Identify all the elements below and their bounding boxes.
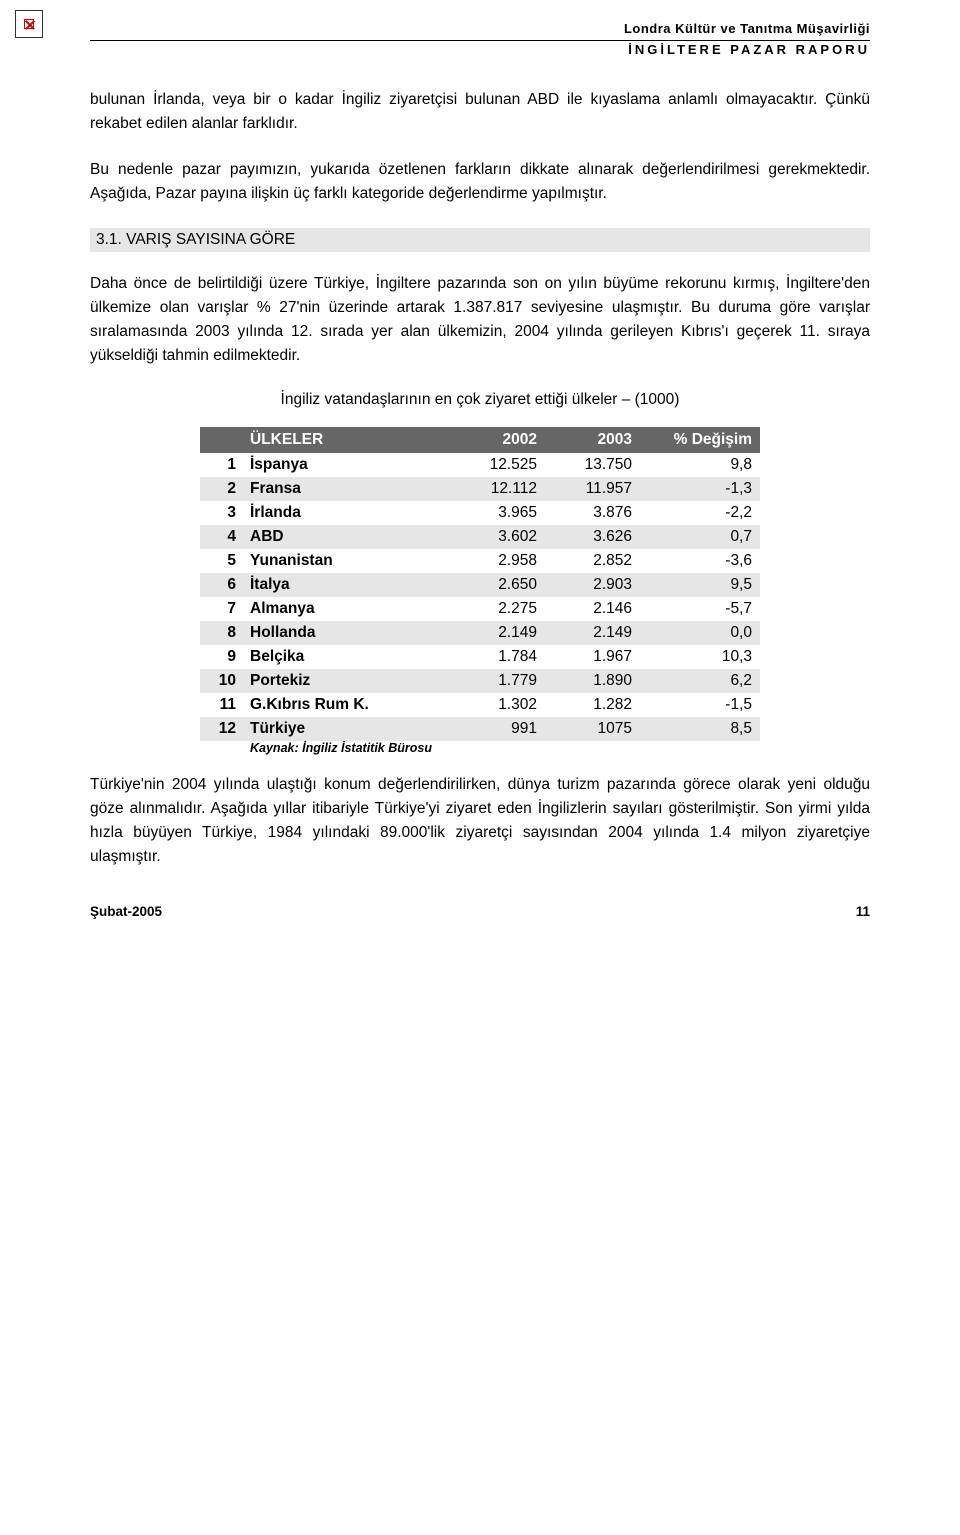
cell-country: ABD — [242, 525, 450, 549]
cell-country: Fransa — [242, 477, 450, 501]
cell-2003: 1075 — [545, 717, 640, 741]
cell-2002: 1.302 — [450, 693, 545, 717]
cell-rank: 3 — [200, 501, 242, 525]
table-row: 7Almanya2.2752.146-5,7 — [200, 597, 760, 621]
cell-rank: 10 — [200, 669, 242, 693]
paragraph-3: Daha önce de belirtildiği üzere Türkiye,… — [90, 272, 870, 368]
cell-2002: 3.602 — [450, 525, 545, 549]
cell-2002: 12.112 — [450, 477, 545, 501]
page-header: Londra Kültür ve Tanıtma Müşavirliği İNG… — [90, 20, 870, 63]
cell-country: Belçika — [242, 645, 450, 669]
paragraph-1: bulunan İrlanda, veya bir o kadar İngili… — [90, 88, 870, 136]
cell-rank: 7 — [200, 597, 242, 621]
cell-change: -1,3 — [640, 477, 760, 501]
table-header-country: ÜLKELER — [242, 427, 450, 453]
cell-rank: 5 — [200, 549, 242, 573]
table-row: 5Yunanistan2.9582.852-3,6 — [200, 549, 760, 573]
broken-image-placeholder — [15, 10, 43, 38]
countries-table: ÜLKELER 2002 2003 % Değişim 1İspanya12.5… — [200, 427, 760, 741]
page-footer: Şubat-2005 11 — [90, 904, 870, 919]
cell-rank: 12 — [200, 717, 242, 741]
cell-2002: 991 — [450, 717, 545, 741]
cell-2003: 1.282 — [545, 693, 640, 717]
cell-2002: 2.958 — [450, 549, 545, 573]
cell-rank: 9 — [200, 645, 242, 669]
cell-country: G.Kıbrıs Rum K. — [242, 693, 450, 717]
table-row: 3İrlanda3.9653.876-2,2 — [200, 501, 760, 525]
paragraph-4: Türkiye'nin 2004 yılında ulaştığı konum … — [90, 773, 870, 869]
cell-change: 6,2 — [640, 669, 760, 693]
cell-2002: 1.784 — [450, 645, 545, 669]
cell-2003: 11.957 — [545, 477, 640, 501]
cell-country: İspanya — [242, 453, 450, 477]
cell-change: -3,6 — [640, 549, 760, 573]
cell-change: 9,5 — [640, 573, 760, 597]
cell-2003: 2.146 — [545, 597, 640, 621]
table-body: 1İspanya12.52513.7509,82Fransa12.11211.9… — [200, 453, 760, 741]
cell-2002: 3.965 — [450, 501, 545, 525]
cell-country: Hollanda — [242, 621, 450, 645]
cell-2002: 2.650 — [450, 573, 545, 597]
footer-page: 11 — [856, 904, 870, 919]
cell-rank: 4 — [200, 525, 242, 549]
cell-2003: 2.903 — [545, 573, 640, 597]
cell-country: Türkiye — [242, 717, 450, 741]
table-row: 9Belçika1.7841.96710,3 — [200, 645, 760, 669]
cell-2002: 12.525 — [450, 453, 545, 477]
cell-rank: 1 — [200, 453, 242, 477]
section-heading: 3.1. VARIŞ SAYISINA GÖRE — [90, 228, 870, 252]
table-row: 1İspanya12.52513.7509,8 — [200, 453, 760, 477]
table-row: 12Türkiye99110758,5 — [200, 717, 760, 741]
cell-change: 0,0 — [640, 621, 760, 645]
table-row: 10Portekiz1.7791.8906,2 — [200, 669, 760, 693]
cell-country: Yunanistan — [242, 549, 450, 573]
cell-2003: 2.149 — [545, 621, 640, 645]
countries-table-wrap: ÜLKELER 2002 2003 % Değişim 1İspanya12.5… — [200, 427, 760, 755]
cell-country: İrlanda — [242, 501, 450, 525]
paragraph-2: Bu nedenle pazar payımızın, yukarıda öze… — [90, 158, 870, 206]
broken-image-icon — [24, 19, 34, 29]
table-row: 2Fransa12.11211.957-1,3 — [200, 477, 760, 501]
cell-2003: 3.626 — [545, 525, 640, 549]
table-header-2003: 2003 — [545, 427, 640, 453]
cell-2002: 2.275 — [450, 597, 545, 621]
footer-date: Şubat-2005 — [90, 904, 162, 919]
cell-change: 9,8 — [640, 453, 760, 477]
cell-2002: 1.779 — [450, 669, 545, 693]
cell-2003: 1.890 — [545, 669, 640, 693]
header-org: Londra Kültür ve Tanıtma Müşavirliği — [90, 20, 870, 38]
cell-rank: 8 — [200, 621, 242, 645]
table-row: 11G.Kıbrıs Rum K.1.3021.282-1,5 — [200, 693, 760, 717]
cell-2002: 2.149 — [450, 621, 545, 645]
table-row: 8Hollanda2.1492.1490,0 — [200, 621, 760, 645]
cell-rank: 2 — [200, 477, 242, 501]
cell-change: -2,2 — [640, 501, 760, 525]
cell-country: Portekiz — [242, 669, 450, 693]
cell-change: -1,5 — [640, 693, 760, 717]
cell-2003: 3.876 — [545, 501, 640, 525]
cell-2003: 2.852 — [545, 549, 640, 573]
table-head: ÜLKELER 2002 2003 % Değişim — [200, 427, 760, 453]
cell-rank: 11 — [200, 693, 242, 717]
table-header-change: % Değişim — [640, 427, 760, 453]
cell-rank: 6 — [200, 573, 242, 597]
cell-2003: 13.750 — [545, 453, 640, 477]
table-header-2002: 2002 — [450, 427, 545, 453]
table-title: İngiliz vatandaşlarının en çok ziyaret e… — [90, 391, 870, 409]
cell-country: Almanya — [242, 597, 450, 621]
cell-change: -5,7 — [640, 597, 760, 621]
cell-country: İtalya — [242, 573, 450, 597]
table-row: 6İtalya2.6502.9039,5 — [200, 573, 760, 597]
table-source: Kaynak: İngiliz İstatitik Bürosu — [200, 741, 760, 755]
cell-2003: 1.967 — [545, 645, 640, 669]
cell-change: 0,7 — [640, 525, 760, 549]
cell-change: 8,5 — [640, 717, 760, 741]
header-report: İNGİLTERE PAZAR RAPORU — [90, 41, 870, 59]
cell-change: 10,3 — [640, 645, 760, 669]
table-header-blank — [200, 427, 242, 453]
table-row: 4ABD3.6023.6260,7 — [200, 525, 760, 549]
